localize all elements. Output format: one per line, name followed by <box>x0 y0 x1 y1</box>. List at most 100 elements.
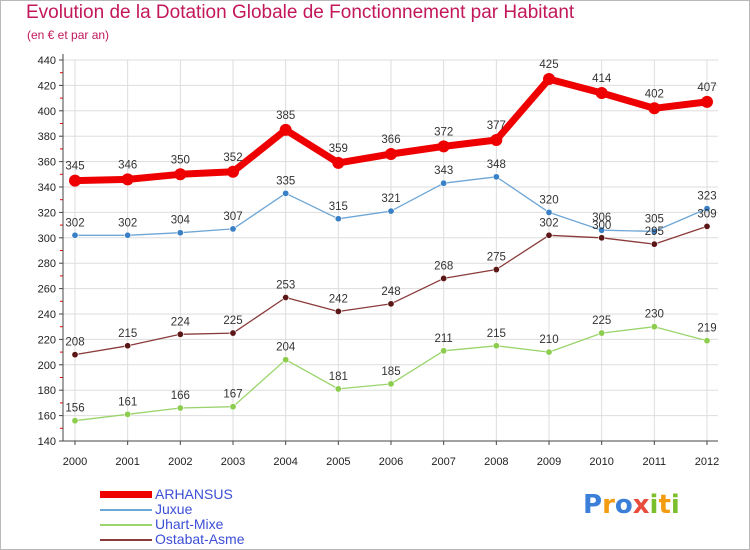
x-tick-label: 2011 <box>643 456 667 468</box>
data-label-arhansus: 346 <box>118 159 137 171</box>
legend-label-ostabat-asme: Ostabat-Asme <box>155 531 245 547</box>
data-point-ostabat-asme <box>598 234 606 242</box>
data-label-ostabat-asme: 309 <box>697 208 716 220</box>
data-label-ostabat-asme: 295 <box>645 226 664 238</box>
data-label-arhansus: 402 <box>645 88 664 100</box>
y-tick-label: 380 <box>38 131 56 143</box>
data-point-arhansus <box>279 123 292 136</box>
logo-letter: P <box>583 490 603 520</box>
data-point-arhansus <box>595 87 608 100</box>
y-tick-label: 440 <box>38 55 56 67</box>
y-tick-label: 180 <box>38 385 56 397</box>
y-tick-label: 360 <box>38 157 56 169</box>
data-point-ostabat-asme <box>545 231 553 239</box>
data-label-arhansus: 372 <box>434 126 453 138</box>
y-tick-label: 280 <box>38 258 56 270</box>
x-tick-label: 2002 <box>168 456 192 468</box>
data-label-juxue: 335 <box>276 175 295 187</box>
data-point-juxue <box>229 225 237 233</box>
data-point-juxue <box>334 215 342 223</box>
data-label-ostabat-asme: 208 <box>65 337 84 349</box>
legend-swatch-juxue <box>100 509 152 511</box>
data-label-arhansus: 345 <box>65 161 84 173</box>
y-tick-label: 340 <box>38 182 56 194</box>
legend-label-juxue: Juxue <box>155 501 193 517</box>
data-point-arhansus <box>701 95 713 108</box>
data-label-uhart-mixe: 167 <box>223 389 242 401</box>
data-point-juxue <box>176 229 184 237</box>
data-label-juxue: 302 <box>118 217 137 229</box>
logo-letter: i <box>649 490 659 520</box>
logo-letter: i <box>670 490 680 520</box>
data-point-juxue <box>440 179 448 187</box>
data-point-uhart-mixe <box>282 356 290 364</box>
proxiti-logo: Proxiti <box>583 490 680 520</box>
data-label-arhansus: 385 <box>276 110 295 122</box>
data-point-juxue <box>650 227 658 235</box>
data-point-arhansus <box>227 165 239 178</box>
data-label-ostabat-asme: 225 <box>223 315 242 327</box>
data-label-juxue: 320 <box>539 194 558 206</box>
data-label-ostabat-asme: 224 <box>171 316 191 328</box>
data-labels: 208 215 224 225 253 242 248 268 275 302 300 295 309 1… <box>65 59 716 415</box>
data-point-uhart-mixe <box>387 380 395 388</box>
data-label-ostabat-asme: 215 <box>118 328 137 340</box>
data-label-juxue: 315 <box>329 201 348 213</box>
y-tick-label: 160 <box>38 411 56 423</box>
data-point-uhart-mixe <box>492 342 500 350</box>
data-label-uhart-mixe: 215 <box>487 328 506 340</box>
data-label-uhart-mixe: 166 <box>171 390 190 402</box>
legend-swatch-ostabat-asme <box>100 539 152 541</box>
data-label-uhart-mixe: 225 <box>592 315 611 327</box>
x-tick-label: 2006 <box>379 456 403 468</box>
data-point-ostabat-asme <box>650 240 658 248</box>
data-point-ostabat-asme <box>176 330 184 338</box>
data-label-juxue: 304 <box>171 215 191 227</box>
data-label-ostabat-asme: 300 <box>592 220 611 232</box>
y-tick-label: 240 <box>38 309 56 321</box>
data-point-juxue <box>492 173 500 181</box>
data-point-ostabat-asme <box>124 342 132 350</box>
data-point-uhart-mixe <box>650 323 658 331</box>
data-label-uhart-mixe: 156 <box>65 403 84 415</box>
x-tick-label: 2010 <box>589 456 613 468</box>
y-tick-label: 300 <box>38 233 56 245</box>
logo-letter: t <box>658 490 671 520</box>
chart-title: Evolution de la Dotation Globale de Fonc… <box>26 2 575 23</box>
data-label-uhart-mixe: 230 <box>645 309 664 321</box>
x-tick-label: 2012 <box>695 456 719 468</box>
data-point-ostabat-asme <box>282 293 290 301</box>
data-label-juxue: 307 <box>223 211 242 223</box>
data-point-uhart-mixe <box>124 410 132 418</box>
data-point-uhart-mixe <box>440 347 448 355</box>
data-label-juxue: 323 <box>697 191 716 203</box>
data-label-ostabat-asme: 268 <box>434 260 453 272</box>
data-label-juxue: 302 <box>65 217 84 229</box>
data-point-ostabat-asme <box>71 351 79 359</box>
data-point-juxue <box>598 226 606 234</box>
data-point-arhansus <box>648 102 661 115</box>
legend-label-arhansus: ARHANSUS <box>155 486 233 502</box>
data-point-ostabat-asme <box>703 222 711 230</box>
data-point-ostabat-asme <box>492 266 500 274</box>
data-label-ostabat-asme: 242 <box>329 293 348 305</box>
data-point-arhansus <box>490 134 503 147</box>
data-label-arhansus: 366 <box>381 134 400 146</box>
logo-letter: r <box>602 490 615 520</box>
data-point-arhansus <box>437 140 450 153</box>
data-point-arhansus <box>174 168 187 181</box>
data-point-ostabat-asme <box>440 274 448 282</box>
chart-subtitle: (en € et par an) <box>27 28 110 42</box>
data-label-arhansus: 352 <box>223 152 242 164</box>
data-point-uhart-mixe <box>598 329 606 337</box>
x-tick-label: 2009 <box>537 456 561 468</box>
data-point-juxue <box>703 205 711 213</box>
x-tick-label: 2001 <box>115 456 139 468</box>
y-tick-label: 200 <box>38 360 56 372</box>
series-lines <box>69 73 713 425</box>
data-label-ostabat-asme: 275 <box>487 252 506 264</box>
data-label-ostabat-asme: 302 <box>539 217 558 229</box>
data-point-uhart-mixe <box>703 337 711 345</box>
data-point-arhansus <box>385 147 397 160</box>
